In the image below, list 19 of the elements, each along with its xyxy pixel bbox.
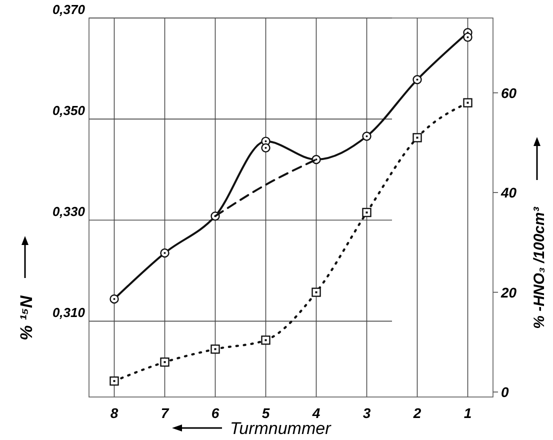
y-axis-title: % ¹⁵N — [17, 294, 36, 340]
x-tick-label: 5 — [262, 405, 270, 421]
x-tick-label: 8 — [110, 405, 118, 421]
y2-tick-label: 20 — [500, 284, 517, 300]
y-tick-label: 0,350 — [52, 103, 86, 118]
x-axis-title: Turmnummer — [230, 419, 332, 438]
x-tick-label: 3 — [362, 405, 371, 421]
x-tick-label: 4 — [311, 405, 320, 421]
x-tick-label: 6 — [211, 405, 220, 421]
x-tick-label: 2 — [412, 405, 422, 421]
x-tick-label: 7 — [160, 405, 170, 421]
y-tick-label: 0,310 — [52, 305, 86, 320]
y2-tick-label: 40 — [500, 184, 517, 201]
y2-tick-label: 0 — [501, 384, 509, 400]
y2-axis-title: % -HNO₃ /100cm³ — [531, 206, 548, 329]
y2-tick-label: 60 — [501, 84, 517, 101]
y-tick-label: 0,330 — [52, 204, 86, 220]
y-tick-label: 0,370 — [52, 2, 86, 17]
x-tick-label: 1 — [464, 405, 472, 421]
